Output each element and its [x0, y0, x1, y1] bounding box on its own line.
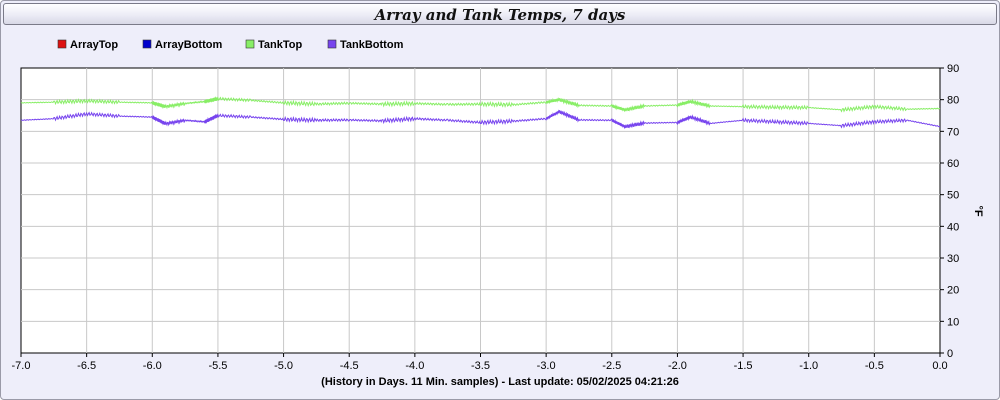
- legend-swatch-tankbottom: [327, 39, 337, 49]
- legend-label-tankbottom: TankBottom: [340, 39, 404, 51]
- y-tick-label: 70: [947, 126, 959, 138]
- legend: ArrayTop ArrayBottom TankTop TankBottom: [57, 39, 404, 51]
- y-tick-label: 0: [947, 348, 953, 360]
- y-tick-label: 10: [947, 316, 959, 328]
- x-tick-label: -1.5: [734, 360, 753, 372]
- series-layer: [20, 96, 941, 130]
- y-tick-label: 40: [947, 221, 959, 233]
- y-tick-label: 50: [947, 190, 959, 202]
- x-axis-label: (History in Days. 11 Min. samples) - Las…: [321, 376, 679, 388]
- x-tick-label: -2.5: [602, 360, 621, 372]
- x-tick-label: -5.5: [208, 360, 227, 372]
- legend-label-arraytop: ArrayTop: [70, 39, 118, 51]
- y-tick-label: 20: [947, 285, 959, 297]
- series-line-tankbottom: [20, 109, 940, 130]
- legend-swatch-tanktop: [245, 39, 255, 49]
- y-tick-label: 60: [947, 158, 959, 170]
- y-tick-label: 30: [947, 253, 959, 265]
- x-tick-label: -4.5: [340, 360, 359, 372]
- chart-title: Array and Tank Temps, 7 days: [374, 6, 626, 24]
- y-tick-label: 80: [947, 95, 959, 107]
- x-tick-label: -1.0: [799, 360, 818, 372]
- legend-swatch-arraytop: [57, 39, 67, 49]
- x-tick-label: -6.5: [77, 360, 96, 372]
- grid: [21, 68, 940, 353]
- x-tick-label: -2.0: [668, 360, 687, 372]
- y-axis: 0 10 20 30 40 50 60 70 80 90: [940, 63, 959, 360]
- x-tick-label: 0.0: [932, 360, 947, 372]
- x-tick-label: -6.0: [143, 360, 162, 372]
- y-tick-label: 90: [947, 63, 959, 75]
- series-line-tanktop: [20, 96, 941, 113]
- legend-label-tanktop: TankTop: [258, 39, 302, 51]
- x-tick-label: -5.0: [274, 360, 293, 372]
- title-bar: Array and Tank Temps, 7 days: [3, 3, 997, 25]
- x-tick-label: -4.0: [405, 360, 424, 372]
- x-tick-label: -0.5: [865, 360, 884, 372]
- x-tick-label: -3.5: [471, 360, 490, 372]
- y-axis-label: °F: [972, 205, 984, 216]
- x-tick-label: -3.0: [537, 360, 556, 372]
- x-axis: -7.0 -6.5 -6.0 -5.5 -5.0 -4.5 -4.0 -3.5 -3.0 -2.5…: [12, 353, 948, 372]
- legend-label-arraybottom: ArrayBottom: [155, 39, 222, 51]
- legend-swatch-arraybottom: [142, 39, 152, 49]
- x-tick-label: -7.0: [12, 360, 31, 372]
